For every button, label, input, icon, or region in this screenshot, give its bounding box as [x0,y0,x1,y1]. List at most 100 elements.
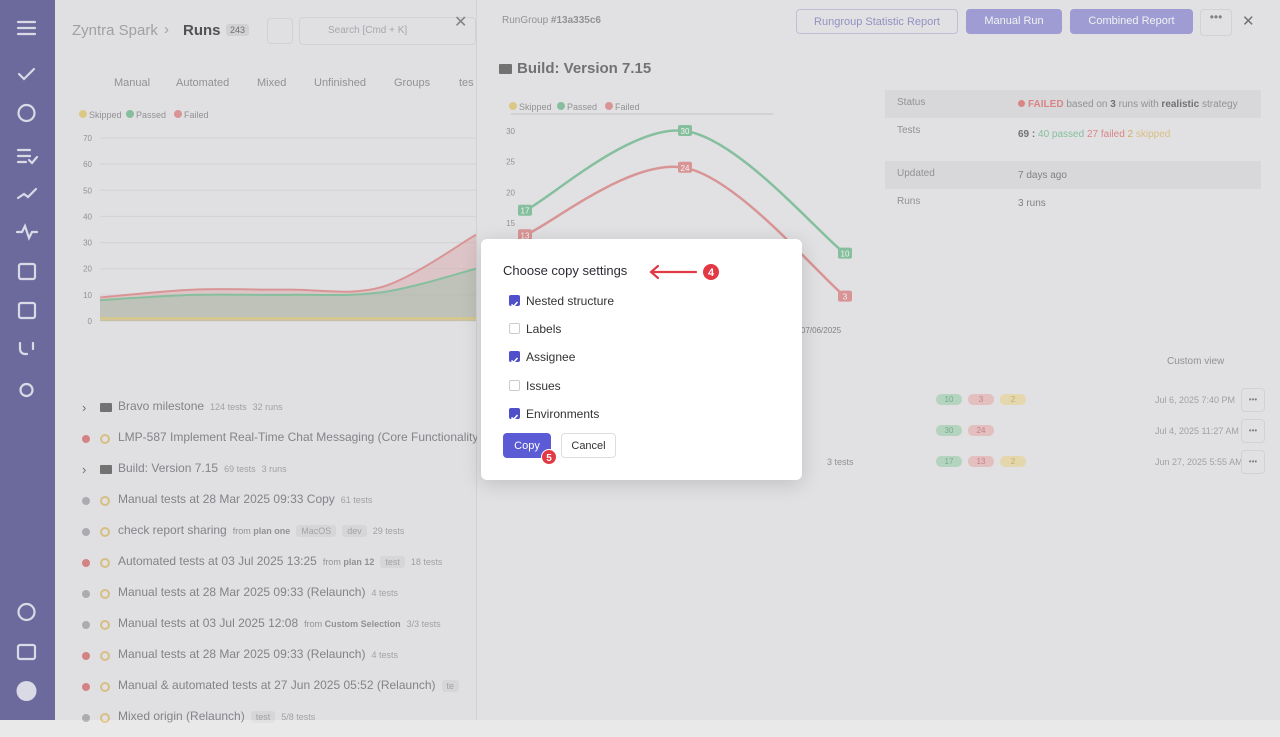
annotation-number: 4 [708,267,715,279]
run-line: Manual tests at 28 Mar 2025 09:33 (Relau… [118,585,398,599]
point-label-bg [678,161,692,173]
page-title: Runs [183,22,221,39]
list-icon[interactable] [16,148,39,165]
header-button[interactable]: Rungroup Statistic Report [796,9,958,34]
tab[interactable]: Mixed [257,77,287,89]
row-menu[interactable]: ••• [1241,419,1265,443]
details-table: Status Tests Updated Runs FAILED based on 3 … [885,90,1261,220]
close-button[interactable]: ✕ [1242,13,1255,30]
check-mark [510,357,519,365]
tab[interactable]: Automated [176,77,230,89]
modal-title: Choose copy settings [503,263,628,278]
check-icon[interactable] [17,67,36,81]
close-button[interactable]: ✕ [454,14,468,31]
option-label[interactable]: Assignee [526,350,576,365]
status-part: FAILED [1028,99,1064,110]
menu-icon[interactable] [16,20,37,36]
row-bg [885,161,1261,189]
checkbox[interactable] [509,323,520,335]
play-icon[interactable] [17,103,36,123]
pulse-icon[interactable] [15,223,39,241]
checkbox[interactable] [509,351,520,365]
cancel-button[interactable]: Cancel [561,433,616,458]
option-label[interactable]: Environments [526,406,600,421]
option-label[interactable]: Labels [526,322,562,337]
count-badge: 30 [936,425,962,436]
run-row[interactable]: › Build: Version 7.15 69 tests 3 runs [55,461,476,489]
run-row[interactable]: › Bravo milestone 124 tests 32 runs [55,399,476,427]
run-row[interactable]: Automated tests at 03 Jul 2025 13:25 from… [55,554,476,582]
run-type-icon [100,620,110,630]
run-type-icon [100,589,110,599]
run-line: Manual & automated tests at 27 Jun 2025 … [118,678,460,692]
run-row[interactable]: LMP-587 Implement Real-Time Chat Messagi… [55,430,478,458]
status-part: realistic [1161,99,1200,110]
branch-icon[interactable] [18,341,35,356]
count-badge: 2 [1000,456,1026,467]
group-label: RunGroup [502,15,549,26]
run-line: Automated tests at 03 Jul 2025 13:25 from… [118,554,442,568]
run-meta: 5/8 tests [281,712,316,722]
tests-value: 69 : 40 passed 27 failed 2 skipped [1018,127,1238,142]
run-row[interactable]: Manual tests at 28 Mar 2025 09:33 (Relau… [55,647,476,675]
run-line: Manual tests at 03 Jul 2025 12:08 from Cu… [118,616,441,630]
app-name[interactable]: Zyntra Spark [72,22,158,39]
checkbox[interactable] [509,407,520,421]
run-row[interactable]: Manual & automated tests at 27 Jun 2025 … [55,678,476,706]
projects-icon[interactable] [16,643,37,661]
checkbox[interactable] [509,295,520,308]
report-icon[interactable] [17,301,37,320]
run-name: Manual tests at 28 Mar 2025 09:33 Copy [118,492,335,506]
option-label[interactable]: Issues [526,378,561,393]
point-label-bg [838,290,852,302]
avatar[interactable] [16,681,37,701]
settings-icon[interactable] [19,382,34,398]
import-icon[interactable] [17,262,37,281]
point-label: 30 [681,127,690,136]
status-dot [82,590,90,598]
run-name: LMP-587 Implement Real-Time Chat Messagi… [118,430,479,444]
row-bg [885,90,1261,118]
run-row[interactable]: Manual tests at 28 Mar 2025 09:33 Copy 61… [55,492,476,520]
group-chart: Skipped Passed Failed 15 20 25 30 17 30 10 13 24 3 07… [506,102,852,335]
run-line: check report sharing from plan one MacOS de… [118,523,404,537]
steps-icon[interactable] [16,187,38,200]
status-dot [82,652,90,660]
run-line: Manual tests at 28 Mar 2025 09:33 (Relau… [118,647,398,661]
check-mark [510,301,519,308]
option-label[interactable]: Nested structure [526,294,615,308]
row-menu[interactable]: ••• [1241,450,1265,474]
filter-button[interactable] [267,18,293,44]
legend-label: Failed [184,110,209,120]
run-line: LMP-587 Implement Real-Time Chat Messagi… [118,430,478,444]
legend-dot [126,110,134,118]
tab[interactable]: Unfinished [314,77,366,89]
header-button[interactable]: Manual Run [966,9,1062,34]
tag: dev [342,525,367,537]
tab[interactable]: Groups [394,77,431,89]
help-icon[interactable] [17,602,36,622]
tab[interactable]: tes [459,77,474,89]
legend-dot [509,102,517,110]
row-menu[interactable]: ••• [1241,388,1265,412]
status-dot [82,497,90,505]
legend-label: Failed [615,102,640,112]
run-row[interactable]: Manual tests at 03 Jul 2025 12:08 from Cu… [55,616,476,644]
tests-part: 40 passed [1038,129,1085,140]
run-row[interactable]: Manual tests at 28 Mar 2025 09:33 (Relau… [55,585,476,613]
run-meta: 124 tests [210,402,247,412]
folder-icon [499,64,512,74]
checkbox[interactable] [509,379,520,391]
run-source: from plan one [233,526,291,536]
tests-part: 27 failed [1086,129,1125,140]
custom-view-button[interactable]: Custom view [1167,356,1225,367]
run-meta: 3 runs [261,464,287,474]
legend-dot [79,110,87,118]
header-button[interactable]: Combined Report [1070,9,1193,34]
run-row[interactable]: check report sharing from plan one MacOS de… [55,523,476,551]
from-label: from [322,557,341,567]
more-button[interactable]: ••• [1200,9,1232,36]
expand-icon: › [82,462,87,477]
search-box[interactable] [299,17,476,45]
tab[interactable]: Manual [114,77,151,89]
